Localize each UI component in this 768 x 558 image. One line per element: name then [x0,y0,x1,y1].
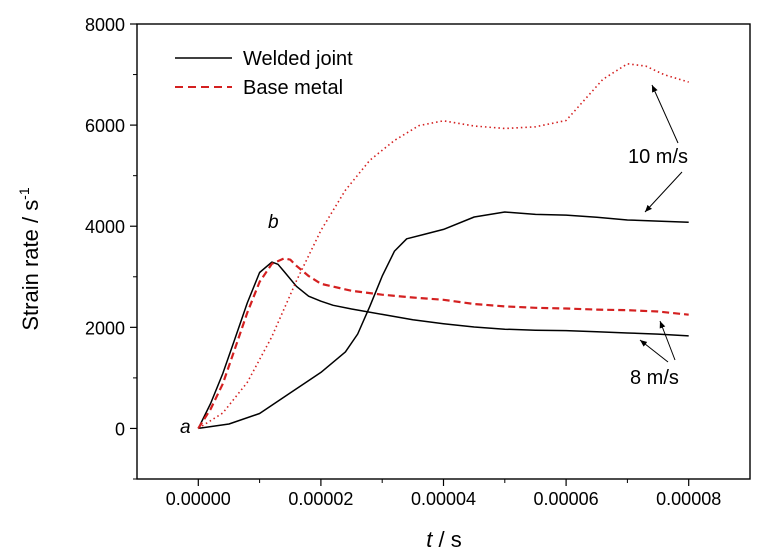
annotation-10ms-arrow-upper [651,84,679,144]
annotation-10ms-arrow-lower [644,171,683,213]
legend: Welded joint Base metal [175,48,353,99]
legend-label-base-metal: Base metal [243,77,343,99]
annotation-10ms-label: 10 m/s [628,146,688,168]
x-tick-label: 0.00002 [288,489,353,509]
annotation-8ms-arrow-upper [659,320,676,361]
x-tick-label: 0.00006 [534,489,599,509]
series-line-welded-joint-10ms [198,211,689,430]
annotation-8ms-label: 8 m/s [630,367,679,389]
y-tick-label: 0 [115,419,125,439]
series-line-base-metal-8ms [197,257,689,429]
series-line-base-metal-10ms [197,63,689,430]
y-tick-label: 6000 [85,116,125,136]
ticks-layer: 0.00000 0.00002 0.00004 0.00006 0.00008 0 2000… [85,15,721,509]
x-axis-label-unit: / s [432,527,461,552]
annotation-point-b: b [268,212,279,233]
annotations: a b 10 m/s 8 m/s [180,84,688,438]
y-tick-label: 2000 [85,318,125,338]
x-tick-label: 0.00004 [411,489,476,509]
annotation-8ms-arrow-lower [639,339,669,363]
annotation-point-a: a [180,417,191,438]
plot-frame [136,23,751,480]
y-axis-label: Strain rate / s-1 [16,187,43,331]
y-axis-label-base: Strain rate / s [18,200,43,331]
y-axis-label-sup: -1 [16,187,32,200]
legend-label-welded-joint: Welded joint [243,48,353,70]
series-line-welded-joint-8ms [197,261,689,429]
x-axis-label-var: t [426,527,433,552]
x-axis-label: t / s [426,527,461,552]
y-tick-label: 4000 [85,217,125,237]
x-tick-label: 0.00000 [166,489,231,509]
series-layer [197,63,689,430]
y-tick-label: 8000 [85,15,125,35]
x-tick-label: 0.00008 [656,489,721,509]
